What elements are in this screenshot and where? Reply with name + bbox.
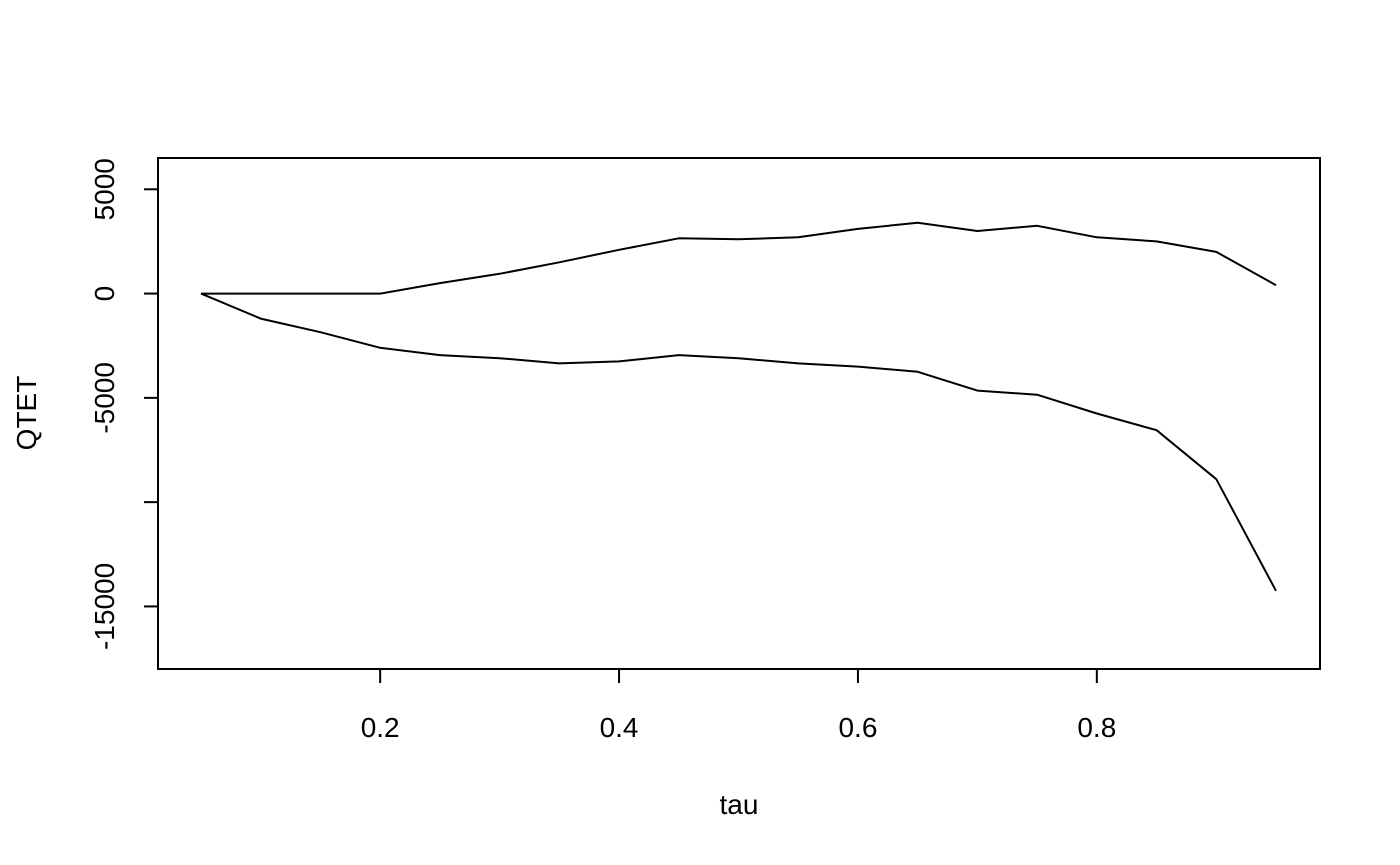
y-tick-label: -15000 bbox=[89, 563, 120, 650]
x-axis-title: tau bbox=[720, 789, 759, 820]
plot-frame bbox=[157, 157, 1321, 670]
y-axis-title: QTET bbox=[11, 376, 42, 451]
x-axis: 0.2 0.4 0.6 0.8 bbox=[361, 668, 1116, 743]
x-tick-label: 0.4 bbox=[600, 712, 639, 743]
series-line-1 bbox=[201, 221, 1277, 295]
x-tick-label: 0.8 bbox=[1077, 712, 1116, 743]
y-tick-label: 5000 bbox=[89, 158, 120, 220]
y-axis: 5000 0 -5000 -15000 bbox=[89, 158, 159, 650]
y-tick-label: 0 bbox=[89, 286, 120, 302]
y-tick-label: -5000 bbox=[89, 362, 120, 434]
x-tick-label: 0.2 bbox=[361, 712, 400, 743]
x-tick-label: 0.6 bbox=[838, 712, 877, 743]
series-line-2 bbox=[200, 292, 1277, 592]
series-group bbox=[200, 221, 1277, 592]
